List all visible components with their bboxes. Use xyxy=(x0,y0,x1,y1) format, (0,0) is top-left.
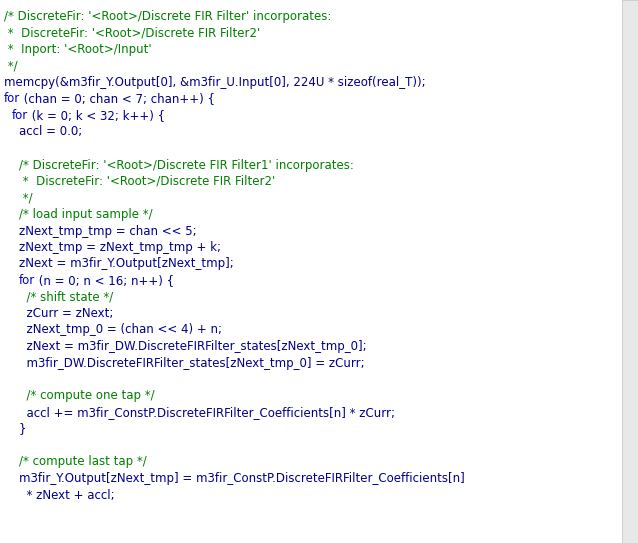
Text: /* shift state */: /* shift state */ xyxy=(4,291,114,304)
Text: (n = 0; n < 16; n++) {: (n = 0; n < 16; n++) { xyxy=(35,274,174,287)
Text: }: } xyxy=(4,422,27,435)
Text: */: */ xyxy=(4,192,33,205)
Text: *  DiscreteFir: '<Root>/Discrete FIR Filter2': * DiscreteFir: '<Root>/Discrete FIR Filt… xyxy=(4,27,260,40)
Text: for: for xyxy=(19,274,35,287)
Text: accl += m3fir_ConstP.DiscreteFIRFilter_Coefficients[n] * zCurr;: accl += m3fir_ConstP.DiscreteFIRFilter_C… xyxy=(4,406,395,419)
Text: zCurr = zNext;: zCurr = zNext; xyxy=(4,307,114,320)
Text: *  Inport: '<Root>/Input': * Inport: '<Root>/Input' xyxy=(4,43,152,56)
Text: for: for xyxy=(4,92,20,105)
Text: /* DiscreteFir: '<Root>/Discrete FIR Filter' incorporates:: /* DiscreteFir: '<Root>/Discrete FIR Fil… xyxy=(4,10,331,23)
Text: /* load input sample */: /* load input sample */ xyxy=(4,208,152,221)
Text: memcpy(&m3fir_Y.Output[0], &m3fir_U.Input[0], 224U * sizeof(real_T));: memcpy(&m3fir_Y.Output[0], &m3fir_U.Inpu… xyxy=(4,76,426,89)
Text: zNext_tmp = zNext_tmp_tmp + k;: zNext_tmp = zNext_tmp_tmp + k; xyxy=(4,241,221,254)
Text: zNext_tmp_tmp = chan << 5;: zNext_tmp_tmp = chan << 5; xyxy=(4,224,197,237)
Text: m3fir_Y.Output[zNext_tmp] = m3fir_ConstP.DiscreteFIRFilter_Coefficients[n]: m3fir_Y.Output[zNext_tmp] = m3fir_ConstP… xyxy=(4,472,464,485)
Text: /* compute one tap */: /* compute one tap */ xyxy=(4,389,154,402)
Text: (k = 0; k < 32; k++) {: (k = 0; k < 32; k++) { xyxy=(27,109,165,122)
Text: */: */ xyxy=(4,60,18,73)
Text: for: for xyxy=(11,109,27,122)
Text: (chan = 0; chan < 7; chan++) {: (chan = 0; chan < 7; chan++) { xyxy=(20,92,215,105)
Bar xyxy=(622,0,638,543)
Text: /* DiscreteFir: '<Root>/Discrete FIR Filter1' incorporates:: /* DiscreteFir: '<Root>/Discrete FIR Fil… xyxy=(4,159,354,172)
Text: m3fir_DW.DiscreteFIRFilter_states[zNext_tmp_0] = zCurr;: m3fir_DW.DiscreteFIRFilter_states[zNext_… xyxy=(4,357,365,369)
Text: zNext_tmp_0 = (chan << 4) + n;: zNext_tmp_0 = (chan << 4) + n; xyxy=(4,324,222,337)
Text: /* compute last tap */: /* compute last tap */ xyxy=(4,456,147,469)
Text: *  DiscreteFir: '<Root>/Discrete FIR Filter2': * DiscreteFir: '<Root>/Discrete FIR Filt… xyxy=(4,175,275,188)
Text: * zNext + accl;: * zNext + accl; xyxy=(4,489,115,502)
Text: accl = 0.0;: accl = 0.0; xyxy=(4,125,82,138)
Text: zNext = m3fir_Y.Output[zNext_tmp];: zNext = m3fir_Y.Output[zNext_tmp]; xyxy=(4,257,234,270)
Text: zNext = m3fir_DW.DiscreteFIRFilter_states[zNext_tmp_0];: zNext = m3fir_DW.DiscreteFIRFilter_state… xyxy=(4,340,367,353)
